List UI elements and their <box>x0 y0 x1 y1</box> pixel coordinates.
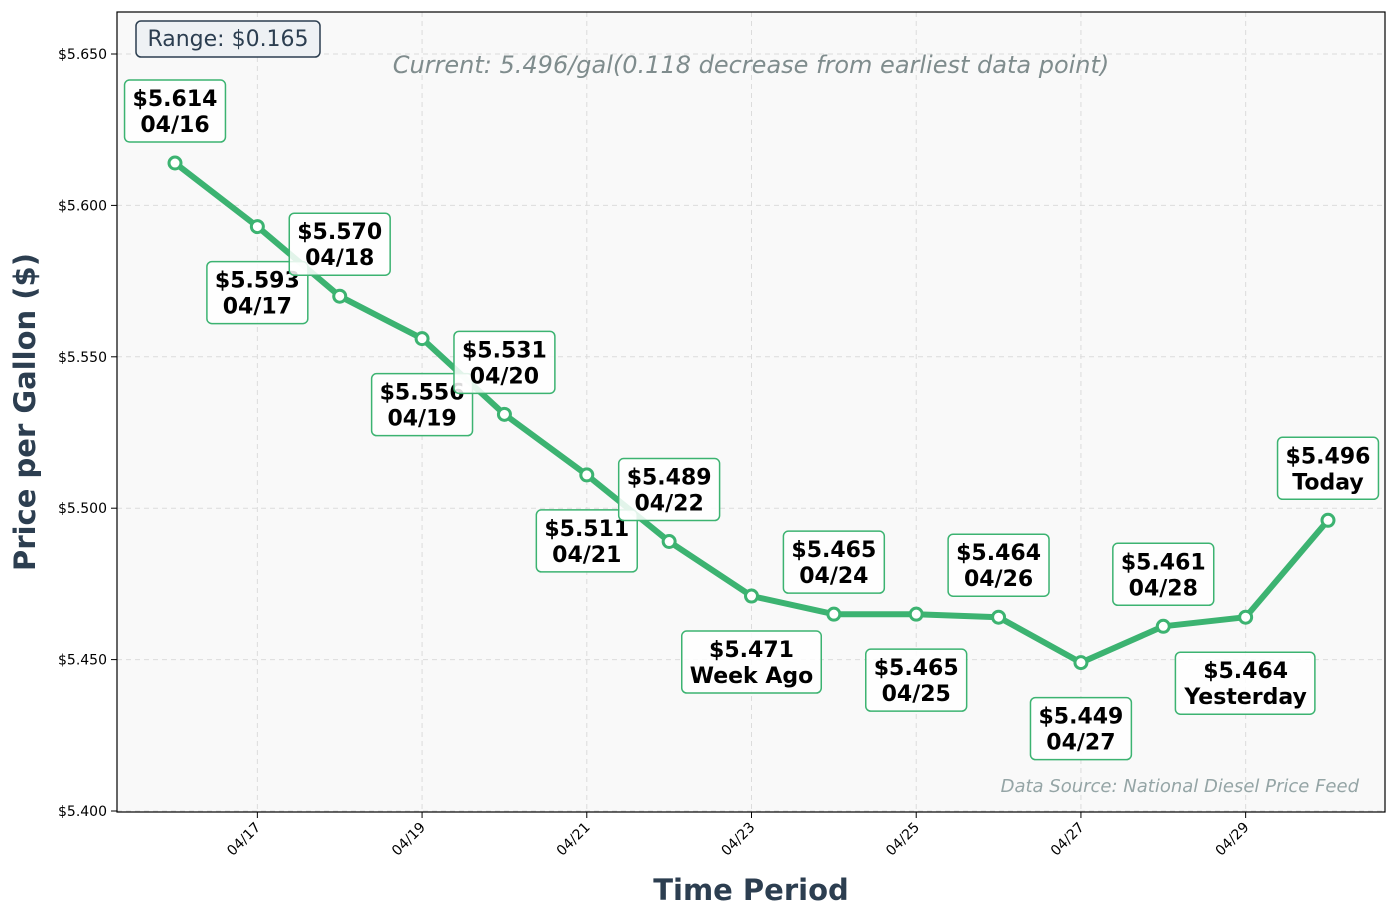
data-label-price: $5.465 <box>791 538 876 563</box>
range-badge: Range: $0.165 <box>135 20 321 58</box>
data-point <box>1155 618 1171 634</box>
data-label-price: $5.531 <box>462 338 547 363</box>
data-point <box>1320 512 1336 528</box>
data-label-date: 04/17 <box>223 295 292 320</box>
data-label-price: $5.471 <box>709 638 794 663</box>
data-label-box <box>947 533 1050 597</box>
range-text: Range: $0.165 <box>147 27 308 52</box>
point-labels: $5.61404/16$5.59304/17$5.57004/18$5.5560… <box>123 79 1380 761</box>
current-price-note: Current: 5.496/gal(0.118 decrease from e… <box>393 51 1110 79</box>
data-label-box <box>206 260 309 325</box>
data-label-box <box>535 509 638 573</box>
data-label-price: $5.449 <box>1038 705 1123 730</box>
x-axis-title: Time Period <box>653 873 849 907</box>
x-tick-label: 04/23 <box>718 820 758 860</box>
data-point <box>249 219 265 235</box>
x-tick-label: 04/29 <box>1213 820 1253 860</box>
data-label-box <box>123 79 227 143</box>
data-label-price: $5.461 <box>1121 550 1206 575</box>
data-label-box <box>1029 696 1133 761</box>
data-point <box>744 588 759 604</box>
x-tick-label: 04/27 <box>1048 820 1088 860</box>
y-tick-label: $5.600 <box>58 198 107 214</box>
data-label-price: $5.570 <box>297 220 382 245</box>
data-label-date: 04/18 <box>305 246 374 271</box>
data-label-date: 04/22 <box>635 492 704 517</box>
data-point <box>661 534 677 550</box>
data-point <box>579 467 595 483</box>
data-label-box <box>370 372 474 437</box>
data-point <box>991 609 1007 625</box>
y-tick-label: $5.650 <box>58 47 107 63</box>
data-label-date: 04/27 <box>1046 731 1115 756</box>
data-label-date: 04/16 <box>140 113 209 138</box>
data-point <box>1073 655 1089 671</box>
data-label-date: Week Ago <box>690 664 814 689</box>
data-label-date: 04/19 <box>387 407 456 432</box>
data-label-price: $5.593 <box>215 269 300 294</box>
data-label-box <box>288 212 391 276</box>
data-point <box>332 288 348 304</box>
data-label-price: $5.464 <box>1203 659 1288 684</box>
data-point <box>414 331 430 347</box>
data-label-date: 04/28 <box>1129 576 1198 601</box>
x-axis: 04/17 04/19 04/21 04/23 04/25 04/27 04/29 <box>224 812 1252 859</box>
data-label-price: $5.465 <box>874 656 959 681</box>
x-tick-label: 04/19 <box>389 820 429 860</box>
y-tick-label: $5.400 <box>58 804 107 820</box>
data-label-box <box>1174 651 1316 715</box>
data-label-price: $5.464 <box>956 541 1041 566</box>
data-label-date: Today <box>1292 470 1363 495</box>
data-label-box <box>865 648 968 712</box>
x-tick-label: 04/21 <box>554 820 594 860</box>
data-label-price: $5.511 <box>544 517 629 542</box>
data-point <box>826 606 842 622</box>
data-label-box <box>617 457 721 522</box>
y-tick-label: $5.500 <box>58 501 107 517</box>
data-point <box>908 606 924 622</box>
y-axis-title: Price per Gallon ($) <box>8 253 42 571</box>
data-label-date: 04/24 <box>799 564 868 589</box>
data-label-price: $5.489 <box>627 466 712 491</box>
y-tick-label: $5.550 <box>58 350 107 366</box>
data-label-box <box>1112 542 1215 607</box>
x-tick-label: 04/17 <box>224 820 264 860</box>
y-tick-label: $5.450 <box>58 653 107 669</box>
data-label-price: $5.614 <box>133 87 218 112</box>
data-label-date: 04/25 <box>882 682 951 707</box>
data-label-box <box>680 630 823 694</box>
data-point <box>496 406 512 422</box>
data-label-box <box>782 530 886 594</box>
data-label-price: $5.496 <box>1286 444 1371 469</box>
data-label-box <box>1276 436 1380 501</box>
data-label-price: $5.556 <box>380 381 465 406</box>
data-label-date: 04/26 <box>964 567 1033 592</box>
data-point <box>167 155 183 171</box>
data-label-date: 04/20 <box>470 364 539 389</box>
data-label-date: 04/21 <box>552 543 621 568</box>
price-series <box>167 155 1336 671</box>
data-label-date: Yesterday <box>1183 685 1306 710</box>
data-source-note: Data Source: National Diesel Price Feed <box>1001 776 1360 797</box>
x-tick-label: 04/25 <box>883 820 923 860</box>
y-axis: $5.400 $5.450 $5.500 $5.550 $5.600 $5.650 <box>58 47 117 820</box>
data-label-box <box>453 330 556 395</box>
data-point <box>1238 609 1254 625</box>
